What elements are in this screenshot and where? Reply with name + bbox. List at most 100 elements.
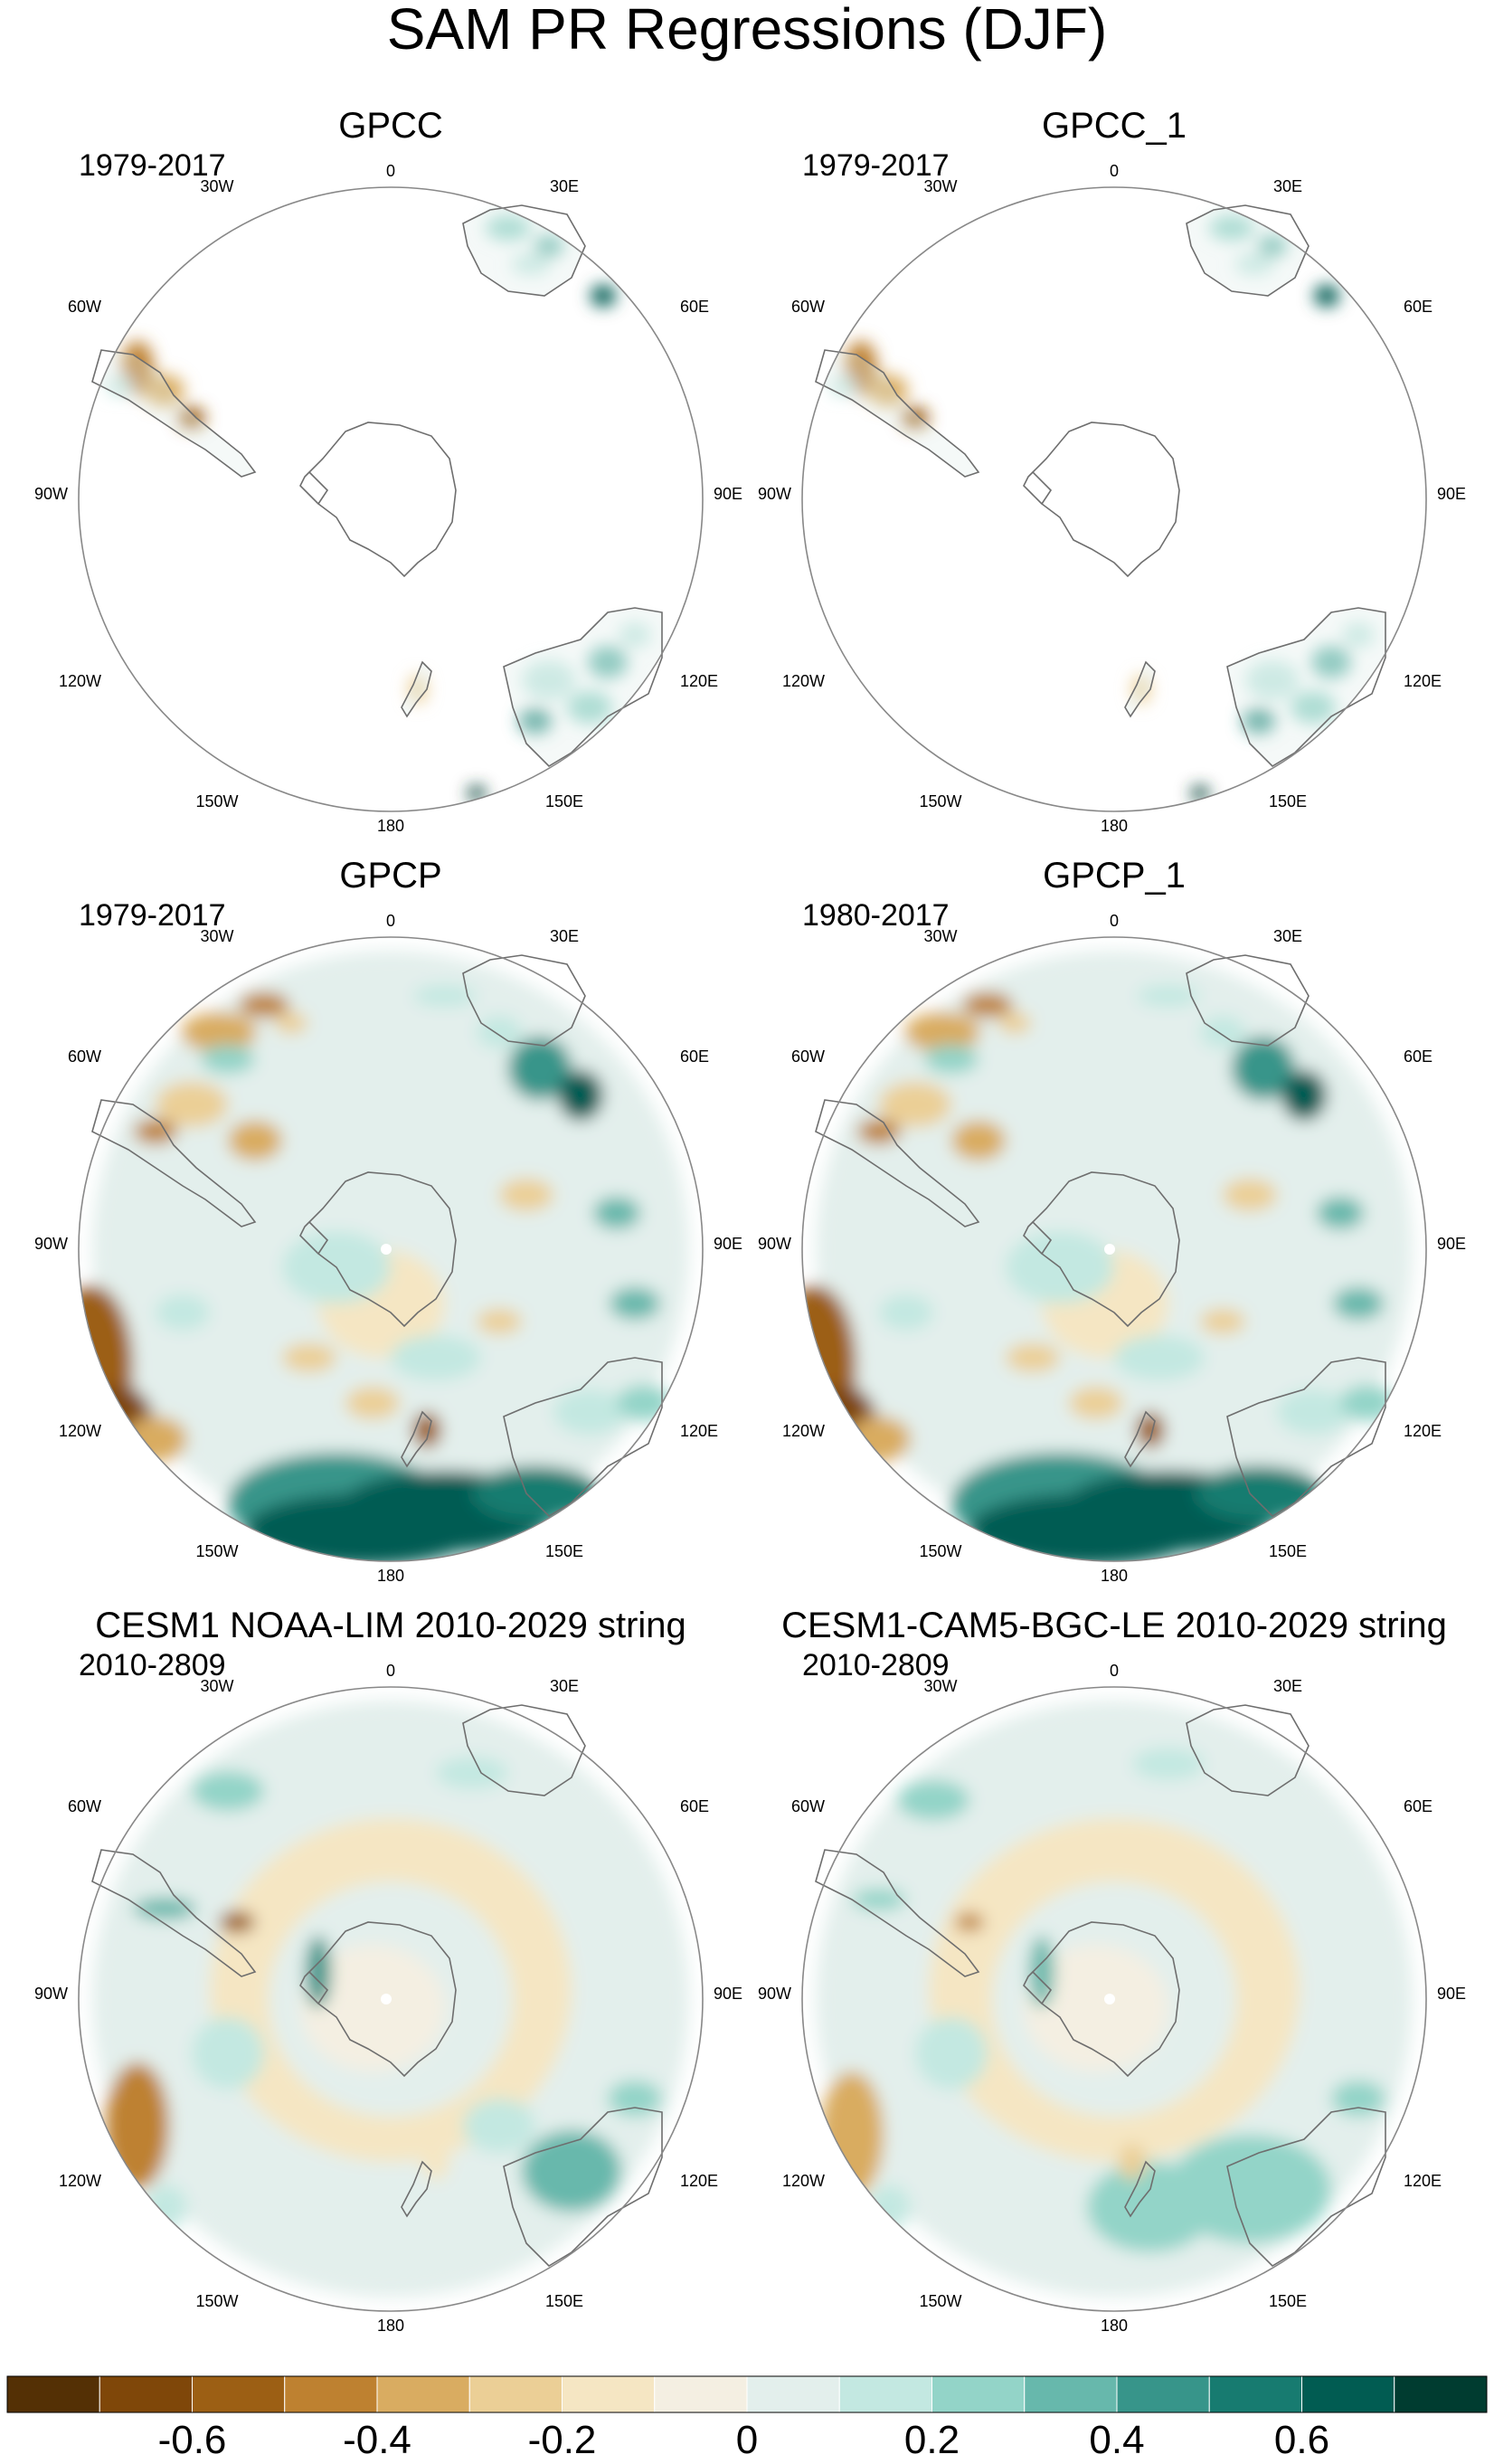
field-contour <box>106 2062 169 2189</box>
pole-hole <box>1104 1244 1115 1255</box>
coastline-antarctica <box>307 422 457 578</box>
coastline-nz <box>401 660 432 718</box>
panel-period: 1979-2017 <box>802 148 950 183</box>
map-panel: GPCC 1979-2017 0 30E 60E 90E 120E 150E 180 150W 12… <box>34 106 742 835</box>
longitude-label: 60E <box>680 1047 709 1066</box>
colorbar-box <box>931 2375 1026 2413</box>
coastline-australia <box>1226 1357 1386 1518</box>
longitude-label: 150E <box>545 2292 583 2310</box>
longitude-label: 60W <box>791 1797 825 1815</box>
colorbar-box <box>6 2375 100 2413</box>
field-contour <box>567 691 612 724</box>
field-contour <box>1191 786 1209 801</box>
coastline-peninsula <box>299 471 319 505</box>
coastline-australia <box>503 1357 663 1518</box>
field-contour <box>820 2071 884 2198</box>
coastlines <box>815 954 1386 1518</box>
field-contour <box>1006 1343 1060 1372</box>
longitude-label: 30E <box>550 1677 579 1695</box>
field-contour <box>1342 622 1375 648</box>
longitude-label: 90E <box>714 485 742 503</box>
panel-title: GPCC <box>338 106 443 146</box>
colorbar-tick-label: -0.4 <box>343 2418 411 2462</box>
coastline-nz <box>401 1410 432 1468</box>
field-contour <box>924 1045 979 1074</box>
colorbar-box <box>1208 2375 1302 2413</box>
colorbar-tick-label: -0.2 <box>528 2418 597 2462</box>
panel-title: GPCC_1 <box>1042 106 1187 146</box>
longitude-label: 90W <box>34 1235 68 1253</box>
field-contour <box>486 215 531 241</box>
field-contour <box>1317 1197 1364 1229</box>
longitude-label: 150W <box>919 2292 961 2310</box>
field-contour <box>409 675 427 704</box>
field-contour <box>345 1387 400 1419</box>
longitude-label: 120E <box>1404 672 1442 690</box>
colorbar-tick-label: 0.2 <box>904 2418 960 2462</box>
longitude-label: 120W <box>782 672 825 690</box>
map-panel: GPCP_1 1980-2017 0 30E 60E 90E 120E 150E 180 150W… <box>758 856 1466 1585</box>
land-field <box>816 350 979 477</box>
field-contour <box>1311 646 1351 678</box>
longitude-label: 120W <box>782 2172 825 2190</box>
field-contour <box>553 1389 626 1435</box>
map-border <box>801 1686 1427 2312</box>
field-contour <box>1277 1389 1349 1435</box>
coastline-safrica <box>1186 954 1310 1047</box>
map-border <box>78 936 704 1562</box>
coastline-safrica <box>1186 1704 1310 1796</box>
coastline-samerica <box>815 1099 980 1227</box>
panel-title: CESM1-CAM5-BGC-LE 2010-2029 string <box>781 1606 1447 1645</box>
map-border <box>801 186 1427 812</box>
field-contour <box>1069 1387 1123 1419</box>
colorbar-box <box>376 2375 470 2413</box>
longitude-label: 150E <box>1269 792 1307 810</box>
field-contour <box>610 1287 660 1320</box>
coastline-peninsula <box>1023 1971 1043 2004</box>
field-contour <box>413 985 477 1007</box>
coastline-antarctica <box>1031 1171 1180 1328</box>
field-contour <box>156 1082 228 1127</box>
coastline-australia <box>503 2107 663 2268</box>
longitude-label: 90W <box>34 485 68 503</box>
coastline-australia <box>1226 607 1386 768</box>
field-contour <box>879 1082 951 1127</box>
longitude-label: 120E <box>1404 2172 1442 2190</box>
longitude-label: 30E <box>550 177 579 195</box>
coastline-antarctica <box>1031 422 1180 578</box>
field-contour <box>1291 691 1336 724</box>
longitude-label: 60E <box>1404 298 1433 316</box>
longitude-label: 120W <box>59 672 101 690</box>
coastline-antarctica <box>307 1171 457 1328</box>
colorbar-tick-label: 0 <box>736 2418 758 2462</box>
field-contour <box>228 1121 282 1161</box>
pole-hole <box>381 1994 392 2004</box>
longitude-label: 180 <box>1101 817 1128 835</box>
longitude-label: 150E <box>545 792 583 810</box>
colorbar: -0.6 -0.4 -0.2 0 0.2 0.4 0.6 <box>6 2375 1488 2462</box>
colorbar-box <box>1116 2375 1210 2413</box>
colorbar-tick-label: 0.6 <box>1274 2418 1329 2462</box>
field-contour <box>879 1294 933 1331</box>
longitude-label: 60W <box>68 1797 101 1815</box>
colorbar-tick-label: -0.6 <box>158 2418 227 2462</box>
coastline-peninsula <box>1023 1221 1043 1255</box>
coastline-samerica <box>91 1099 257 1227</box>
field-contour <box>1136 1412 1165 1448</box>
map-panel: GPCP 1979-2017 0 30E 60E 90E 120E 150E 180 150W 12… <box>34 856 742 1585</box>
field-contour <box>608 2080 662 2117</box>
field-contour <box>1258 235 1287 257</box>
map-background <box>79 187 703 811</box>
colorbar-box <box>1301 2375 1395 2413</box>
field-contour <box>868 374 908 407</box>
longitude-label: 0 <box>386 912 395 930</box>
coastline-peninsula <box>299 1971 319 2004</box>
field-contour <box>300 1945 445 2071</box>
field-contour <box>412 1412 441 1448</box>
field-contour <box>178 407 205 429</box>
field-contour <box>857 1119 901 1144</box>
coastline-samerica <box>91 1849 257 1977</box>
colorbar-box <box>1024 2375 1118 2413</box>
longitude-label: 150E <box>1269 2292 1307 2310</box>
longitude-label: 90E <box>1437 485 1466 503</box>
